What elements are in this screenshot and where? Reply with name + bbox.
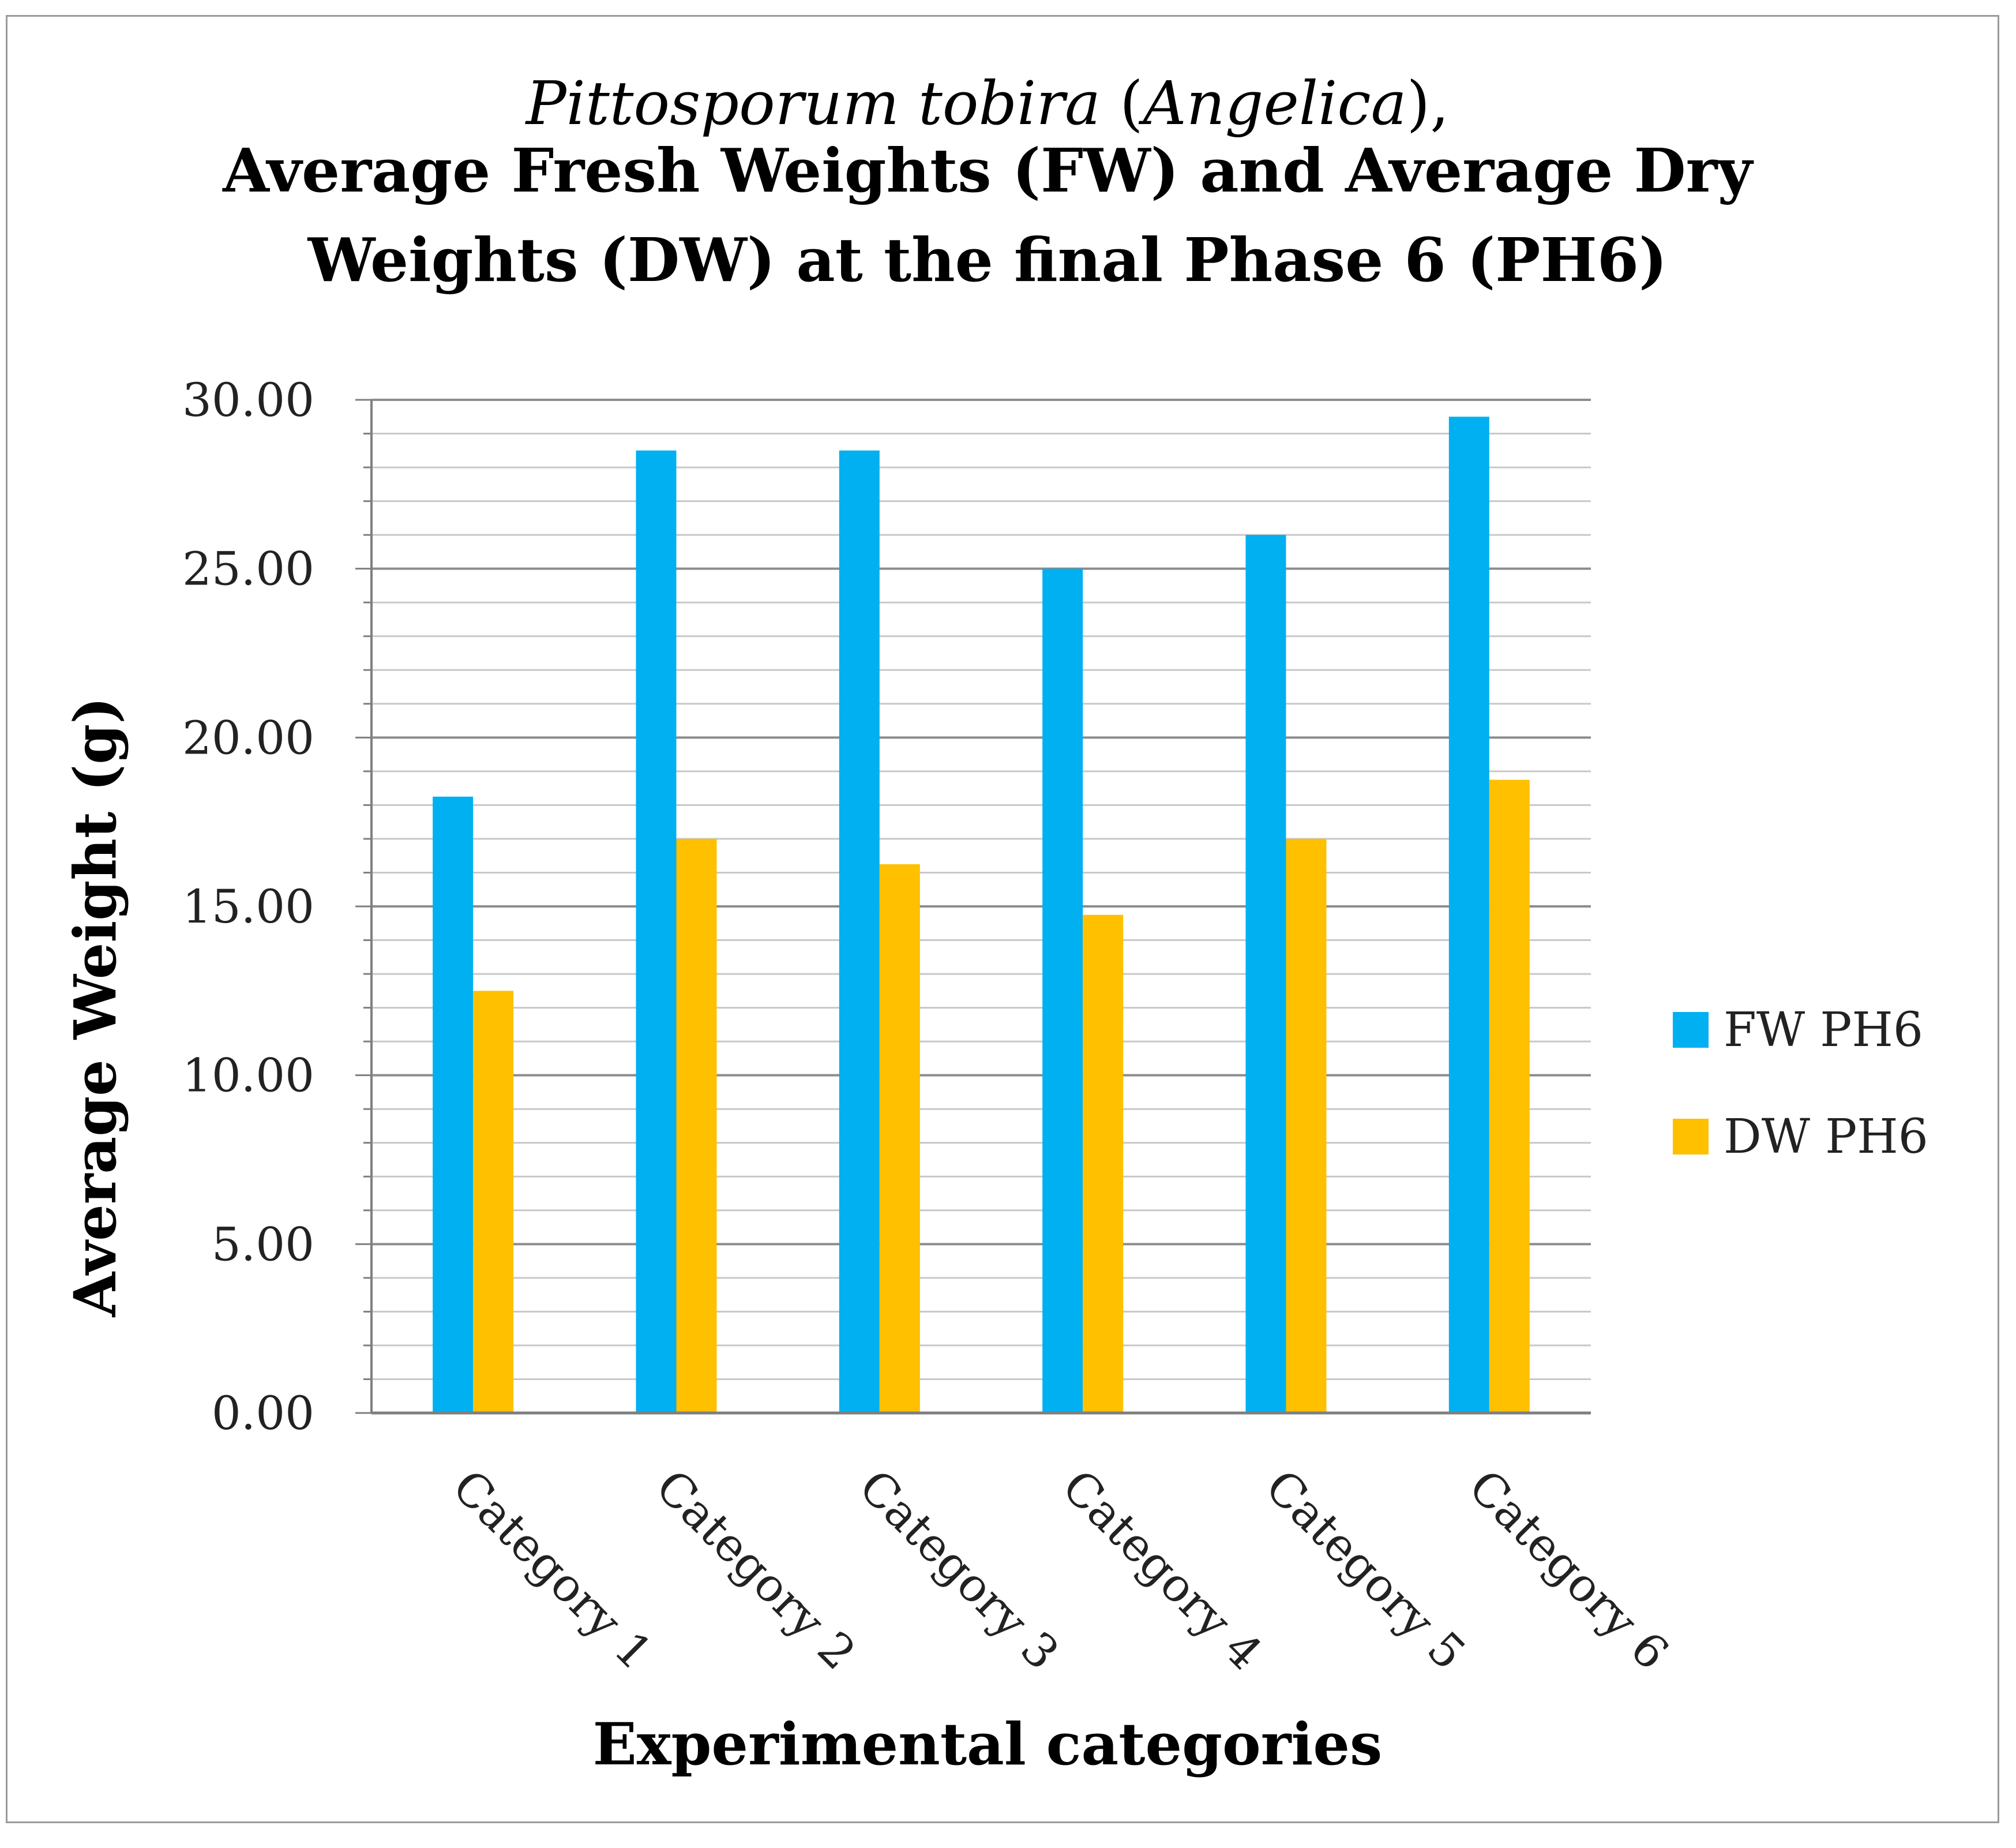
legend: FW PH6 DW PH6: [1673, 1003, 1928, 1164]
x-tick-label: Category 2: [645, 1460, 866, 1680]
chart-title-part: (: [1101, 68, 1143, 138]
chart-title-part: ),: [1407, 68, 1450, 138]
y-axis-title: Average Weight (g): [61, 696, 129, 1317]
axes: [355, 399, 1591, 1415]
bar-fw-ph6-4: [1042, 568, 1083, 1413]
bar-dw-ph6-5: [1286, 838, 1327, 1413]
y-tick-label: 0.00: [212, 1386, 314, 1440]
chart-title-part: Average Fresh Weights (FW) and Average D…: [222, 135, 1754, 206]
bar-dw-ph6-3: [879, 864, 920, 1413]
y-tick-label: 5.00: [212, 1217, 314, 1271]
legend-label: FW PH6: [1724, 1003, 1923, 1058]
chart-title-line: Average Fresh Weights (FW) and Average D…: [222, 135, 1754, 206]
bars: [433, 417, 1530, 1414]
chart-title: Pittosporum tobira (Angelica),Average Fr…: [222, 68, 1754, 295]
bar-fw-ph6-3: [839, 450, 880, 1413]
bar-fw-ph6-6: [1448, 417, 1489, 1414]
x-tick-label: Category 3: [849, 1460, 1069, 1680]
legend-swatch-fw-ph6: [1673, 1012, 1709, 1048]
bar-dw-ph6-4: [1083, 914, 1124, 1413]
chart-frame: [6, 15, 1999, 1823]
x-tick-label: Category 1: [442, 1460, 663, 1680]
chart-title-part: Angelica: [1139, 68, 1407, 138]
y-tick-label: 25.00: [182, 542, 314, 596]
y-tick-label: 30.00: [182, 373, 314, 427]
chart-title-part: Pittosporum tobira: [525, 68, 1101, 138]
chart-title-part: Weights (DW) at the final Phase 6 (PH6): [307, 224, 1668, 295]
x-axis-title: Experimental categories: [593, 1710, 1383, 1778]
bar-fw-ph6-1: [433, 796, 474, 1413]
bar-fw-ph6-5: [1245, 535, 1286, 1414]
bar-dw-ph6-2: [676, 838, 717, 1413]
bar-dw-ph6-6: [1489, 779, 1530, 1413]
bar-fw-ph6-2: [636, 450, 677, 1413]
y-tick-labels: 0.00 5.00 10.00 15.00 20.00 25.00 30.00: [182, 373, 314, 1440]
chart-title-line: Pittosporum tobira (Angelica),: [525, 68, 1450, 138]
y-tick-label: 15.00: [182, 880, 314, 934]
gridlines: [371, 399, 1591, 1414]
y-tick-label: 10.00: [182, 1049, 314, 1103]
legend-label: DW PH6: [1724, 1109, 1928, 1164]
x-tick-label: Category 6: [1458, 1460, 1679, 1680]
x-tick-label: Category 4: [1052, 1460, 1272, 1680]
legend-swatch-dw-ph6: [1673, 1119, 1709, 1154]
bar-dw-ph6-1: [473, 991, 514, 1413]
y-tick-label: 20.00: [182, 711, 314, 764]
x-tick-label: Category 5: [1255, 1460, 1476, 1680]
chart-title-line: Weights (DW) at the final Phase 6 (PH6): [307, 224, 1668, 295]
